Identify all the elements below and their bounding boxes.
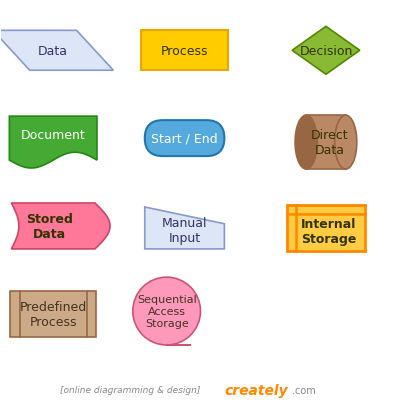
Ellipse shape: [334, 116, 357, 170]
Polygon shape: [287, 205, 365, 251]
Polygon shape: [141, 31, 229, 71]
Polygon shape: [306, 116, 346, 170]
Text: .com: .com: [292, 385, 316, 395]
Text: Data: Data: [38, 45, 68, 58]
Text: [online diagramming & design]: [online diagramming & design]: [60, 385, 200, 394]
Polygon shape: [0, 31, 113, 71]
Text: Direct
Data: Direct Data: [310, 129, 348, 157]
Text: Internal
Storage: Internal Storage: [301, 217, 356, 245]
FancyBboxPatch shape: [145, 121, 225, 157]
Ellipse shape: [295, 116, 317, 170]
Polygon shape: [292, 27, 360, 75]
Text: Start / End: Start / End: [151, 132, 218, 145]
Text: Predefined
Process: Predefined Process: [20, 300, 87, 328]
Text: Stored
Data: Stored Data: [26, 213, 73, 240]
Polygon shape: [10, 291, 96, 337]
Text: Document: Document: [21, 128, 85, 141]
Text: Sequential
Access
Storage: Sequential Access Storage: [137, 295, 196, 328]
Text: Manual
Input: Manual Input: [162, 216, 207, 244]
Polygon shape: [9, 117, 97, 168]
Polygon shape: [145, 207, 225, 249]
Text: creately: creately: [225, 383, 288, 397]
Polygon shape: [11, 203, 110, 249]
Circle shape: [133, 277, 200, 345]
Text: Decision: Decision: [299, 45, 352, 58]
Text: Process: Process: [161, 45, 209, 58]
